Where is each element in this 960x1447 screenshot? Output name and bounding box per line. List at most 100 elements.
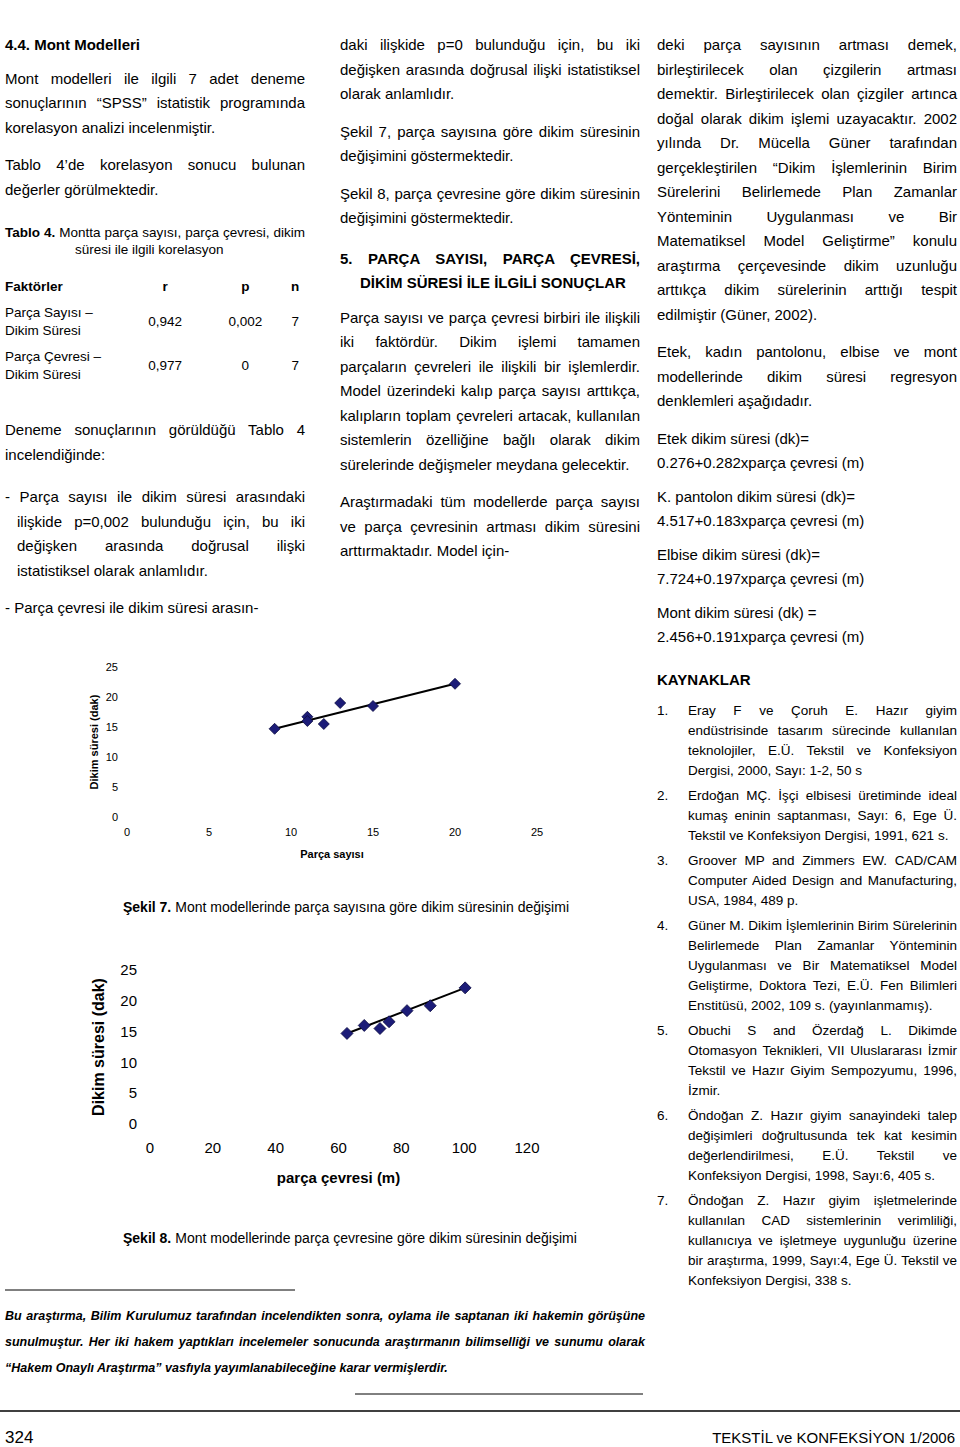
y-tick-label: 5 [112,781,118,793]
y-tick-label: 10 [120,1054,137,1071]
x-tick-label: 5 [206,826,212,838]
paragraph: deki parça sayısının artması demek, birl… [657,33,957,327]
reference-number: 7. [657,1191,668,1211]
equation-formula: 4.517+0.183xparça çevresi (m) [657,509,957,534]
reference-number: 1. [657,701,668,721]
reference-text: Öndoğan Z. Hazır giyim işletmelerinde ku… [688,1193,957,1288]
equation-label: Mont dikim süresi (dk) = [657,601,957,626]
correlation-table: FaktörlerrpnParça Sayısı – Dikim Süresi0… [5,274,305,388]
equation-formula: 7.724+0.197xparça çevresi (m) [657,567,957,592]
reference-number: 4. [657,916,668,936]
y-axis-label: Dikim süresi (dak) [88,694,100,789]
y-tick-label: 10 [106,751,118,763]
data-point [383,1016,395,1028]
y-tick-label: 5 [129,1084,137,1101]
trend-line [275,684,455,729]
reference-number: 6. [657,1106,668,1126]
data-point [459,982,471,994]
paragraph: Mont modelleri ile ilgili 7 adet deneme … [5,67,305,141]
paragraph: Şekil 7, parça sayısına göre dikim süres… [340,120,640,169]
table-row: Parça Sayısı – Dikim Süresi0,9420,0027 [5,300,305,344]
reference-text: Eray F ve Çoruh E. Hazır giyim endüstris… [688,703,957,778]
section-heading: 5. PARÇA SAYISI, PARÇA ÇEVRESİ, DİKİM SÜ… [340,247,640,296]
x-tick-label: 20 [204,1139,221,1156]
y-tick-label: 0 [112,811,118,823]
header-cell: p [205,274,285,300]
data-point [358,1019,370,1031]
reference-text: Obuchi S and Özerdağ L. Dikimde Otomasyo… [688,1023,957,1098]
caption-text: Montta parça sayısı, parça çevresi, diki… [59,225,305,257]
plot-area [341,982,471,1040]
table-cell: 0,002 [205,300,285,344]
equation-label: Etek dikim süresi (dk)= [657,427,957,452]
header-cell: Faktörler [5,274,125,300]
reference-text: Öndoğan Z. Hazır giyim sanayindeki talep… [688,1108,957,1183]
x-axis-label: parça çevresi (m) [277,1169,400,1186]
rule [355,1394,643,1395]
data-point [335,698,346,709]
reference-number: 2. [657,786,668,806]
regression-equation: K. pantolon dikim süresi (dk)=4.517+0.18… [657,485,957,534]
reference-text: Groover MP and Zimmers EW. CAD/CAM Compu… [688,853,957,908]
y-axis-label: Dikim süresi (dak) [90,978,107,1116]
table-cell: 0,977 [125,344,205,388]
bullet-item: - Parça çevresi ile dikim süresi arasın- [5,596,305,621]
paragraph: Deneme sonuçlarının görüldüğü Tablo 4 in… [5,418,305,467]
caption-label: Şekil 8. [123,1230,171,1246]
paragraph: Tablo 4’de korelasyon sonucu bulunan değ… [5,153,305,202]
paragraph: Etek, kadın pantolonu, elbise ve mont mo… [657,340,957,414]
chart-1: 05101520250510152025Parça sayısıDikim sü… [88,661,543,860]
references-heading: KAYNAKLAR [657,668,957,693]
data-point [269,723,280,734]
regression-equation: Mont dikim süresi (dk) =2.456+0.191xparç… [657,601,957,650]
header-cell: r [125,274,205,300]
data-point [341,1027,353,1039]
equation-label: Elbise dikim süresi (dk)= [657,543,957,568]
x-tick-label: 60 [330,1139,347,1156]
y-tick-label: 15 [106,721,118,733]
table-cell: 0 [205,344,285,388]
column-1: 4.4. Mont ModelleriMont modelleri ile il… [5,33,305,634]
equation-label: K. pantolon dikim süresi (dk)= [657,485,957,510]
x-tick-label: 25 [531,826,543,838]
data-point [374,1023,386,1035]
y-tick-label: 25 [120,961,137,978]
data-point [424,1000,436,1012]
table-cell: Parça Sayısı – Dikim Süresi [5,300,125,344]
figure-caption: Şekil 8.Mont modellerinde parça çevresin… [123,1230,577,1246]
reference-number: 5. [657,1021,668,1041]
figure-caption: Şekil 7.Mont modellerinde parça sayısına… [123,899,569,915]
y-tick-label: 25 [106,661,118,673]
x-tick-label: 100 [452,1139,477,1156]
x-tick-label: 120 [514,1139,539,1156]
table-caption: Tablo 4. Montta parça sayısı, parça çevr… [5,224,305,258]
paragraph: Parça sayısı ve parça çevresi birbiri il… [340,306,640,478]
data-point [450,678,461,689]
y-tick-label: 20 [106,691,118,703]
regression-equation: Etek dikim süresi (dk)=0.276+0.282xparça… [657,427,957,476]
x-tick-label: 10 [285,826,297,838]
figure-layer: 324TEKSTİL ve KONFEKSİYON 1/200605101520… [0,0,960,1447]
column-3: deki parça sayısının artması demek, birl… [657,33,957,1296]
page-number: 324 [5,1428,33,1447]
table-row: Parça Çevresi – Dikim Süresi0,97707 [5,344,305,388]
footnote: Bu araştırma, Bilim Kurulumuz tarafından… [5,1303,645,1381]
caption-label: Şekil 7. [123,899,171,915]
reference-item: 5. Obuchi S and Özerdağ L. Dikimde Otomas… [657,1021,957,1101]
caption-text: Mont modellerinde parça çevresine göre d… [175,1230,577,1246]
table-cell: 0,942 [125,300,205,344]
x-tick-label: 40 [267,1139,284,1156]
reference-item: 1. Eray F ve Çoruh E. Hazır giyim endüstr… [657,701,957,781]
column-2: daki ilişkide p=0 bulunduğu için, bu iki… [340,33,640,577]
trend-line [347,988,465,1034]
rule [0,1410,960,1412]
reference-text: Güner M. Dikim İşlemlerinin Birim Sürele… [688,918,957,1013]
data-point [318,719,329,730]
paragraph: Araştırmadaki tüm modellerde parça sayıs… [340,490,640,564]
plot-area [269,678,460,734]
table-cell: 7 [285,344,305,388]
reference-list: 1. Eray F ve Çoruh E. Hazır giyim endüstr… [657,701,957,1291]
reference-text: Erdoğan MÇ. İşçi elbisesi üretiminde ide… [688,788,957,843]
table-header: Faktörlerrpn [5,274,305,300]
y-tick-label: 15 [120,1023,137,1040]
